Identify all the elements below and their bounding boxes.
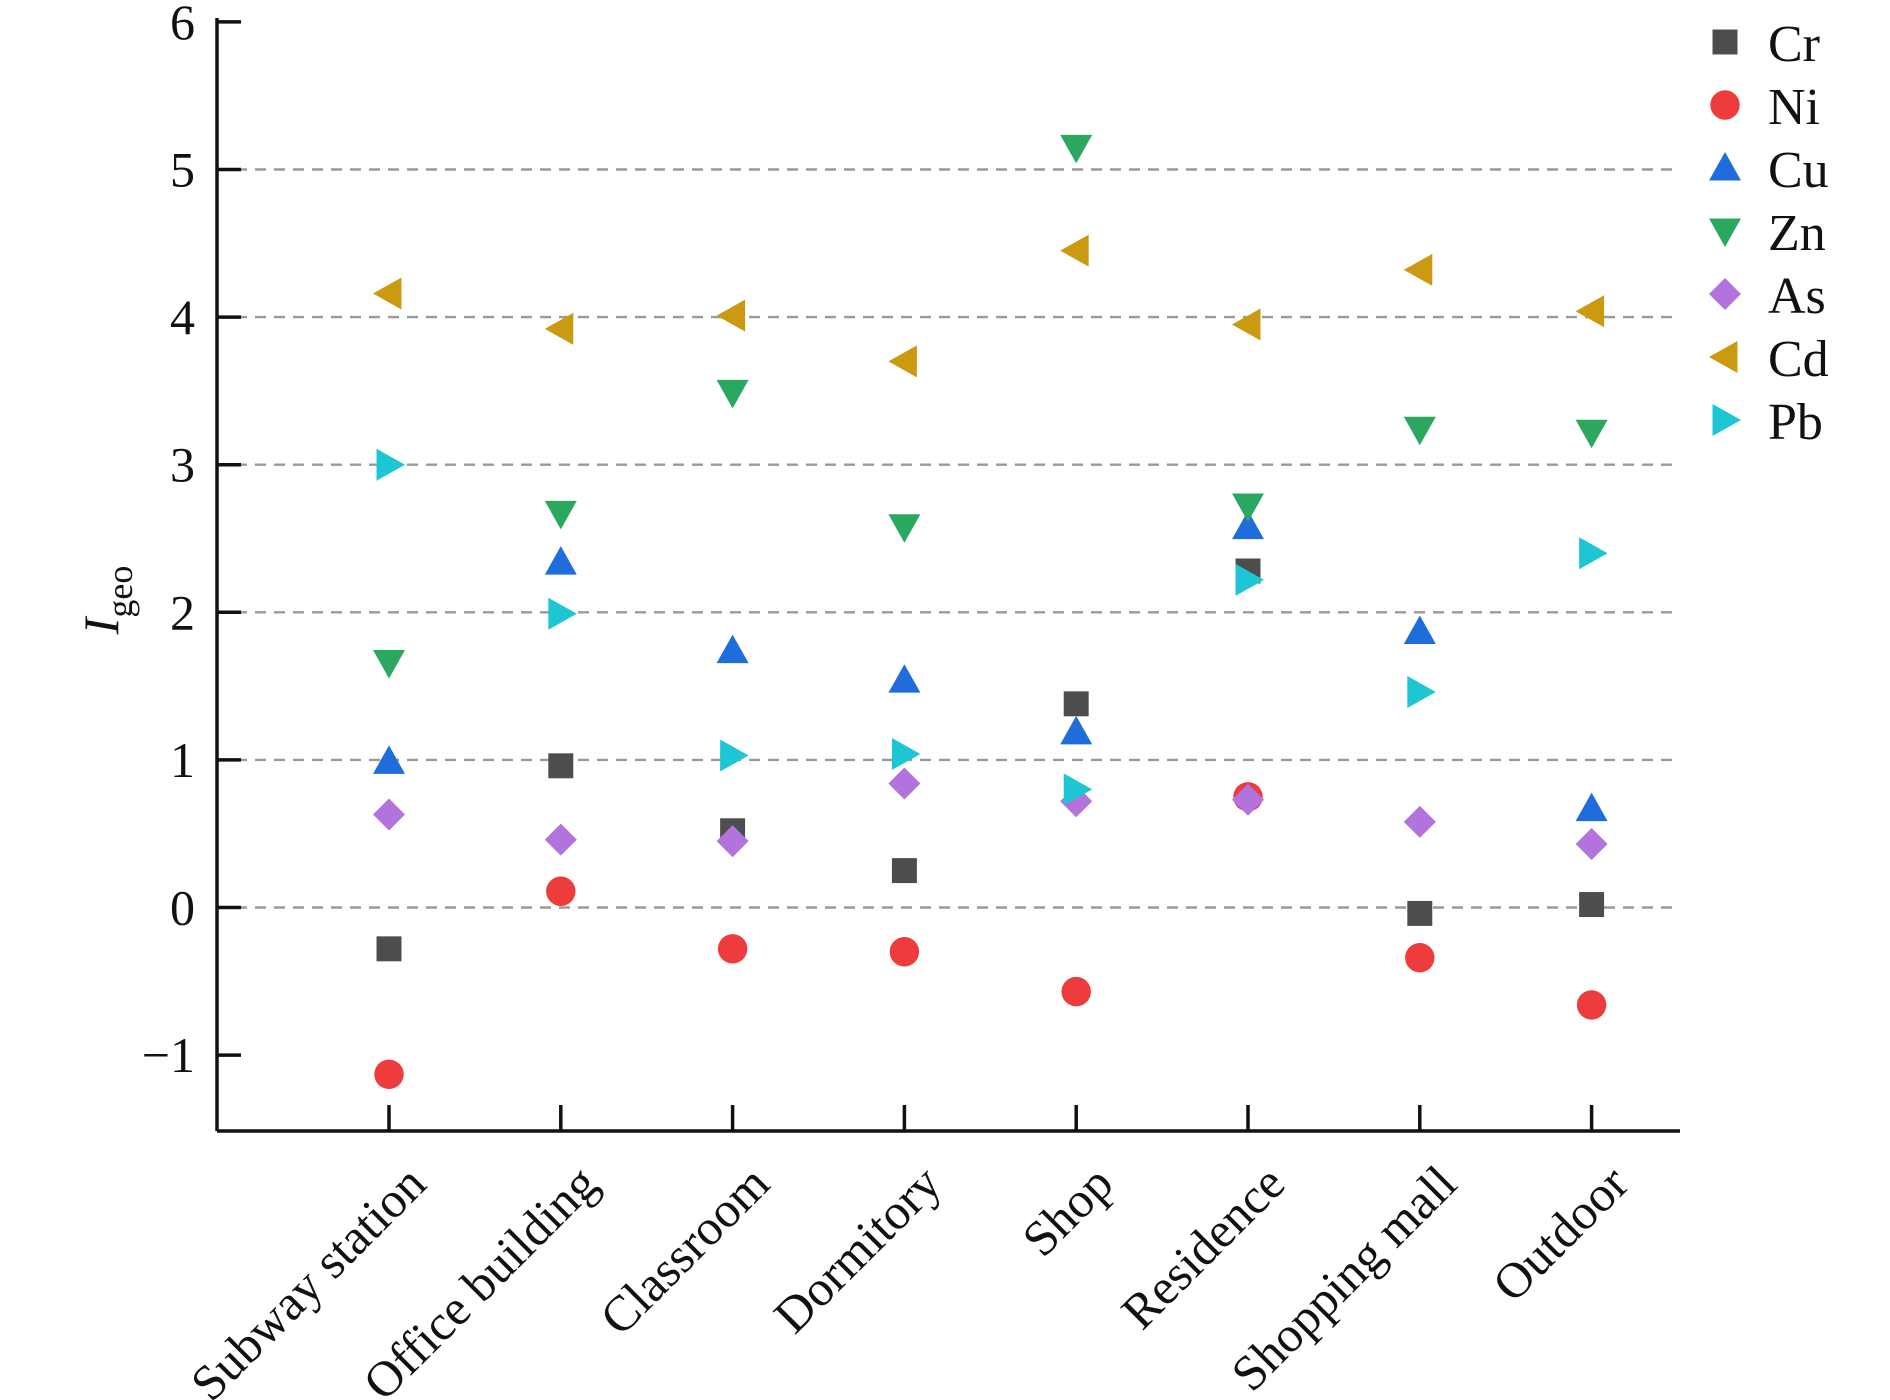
y-tick-label: 5 (170, 142, 195, 198)
data-point-as (888, 767, 921, 800)
data-point-cd (1060, 234, 1089, 267)
legend-label-zn: Zn (1768, 205, 1826, 262)
series-zn (373, 134, 1608, 679)
y-axis-ticks: −1 0 1 2 3 4 5 6 (142, 0, 241, 1083)
grid-lines (217, 168, 1680, 909)
y-axis-label: Igeo (73, 566, 140, 636)
data-point-pb (720, 739, 749, 772)
data-point-cu (888, 664, 921, 693)
legend-marker-pb (1712, 404, 1741, 436)
data-point-cu (1232, 510, 1264, 540)
legend-marker-ni (1710, 90, 1740, 120)
data-point-ni (374, 1059, 404, 1090)
data-point-pb (376, 448, 405, 481)
data-point-cu (1403, 615, 1436, 644)
data-point-ni (889, 937, 920, 967)
legend-label-cr: Cr (1768, 16, 1820, 73)
data-point-cr (1407, 900, 1433, 926)
legend-label-cu: Cu (1768, 142, 1829, 199)
legend-label-pb: Pb (1768, 394, 1823, 451)
data-point-as (1575, 828, 1608, 861)
data-point-cu (716, 634, 749, 664)
data-point-cr (891, 858, 917, 884)
data-point-cr (548, 753, 574, 779)
data-point-zn (1575, 419, 1608, 449)
data-point-cd (544, 312, 574, 345)
data-point-zn (1232, 493, 1264, 523)
data-point-pb (548, 597, 577, 630)
axes (215, 18, 1680, 1133)
data-point-cd (716, 299, 746, 332)
x-tick-label: Classroom (589, 1155, 780, 1346)
series-cu (373, 510, 1608, 822)
x-tick-label: Residence (1110, 1155, 1295, 1340)
data-point-cd (1575, 295, 1605, 328)
legend-marker-cr (1712, 29, 1738, 55)
series-cd (373, 234, 1605, 378)
data-point-cr (376, 936, 402, 962)
data-point-cd (1403, 253, 1433, 286)
legend-label-as: As (1768, 268, 1826, 325)
legend-marker-as (1709, 278, 1741, 310)
data-point-cu (1060, 715, 1093, 745)
data-point-as (716, 825, 749, 858)
data-point-as (1232, 783, 1264, 816)
data-point-ni (1405, 942, 1435, 973)
data-point-pb (891, 737, 921, 770)
data-point-zn (544, 500, 577, 530)
data-point-cu (373, 745, 405, 774)
series-as (373, 767, 1608, 861)
data-point-zn (1403, 416, 1436, 446)
y-tick-label: 3 (170, 437, 195, 493)
legend-label-cd: Cd (1768, 331, 1829, 388)
y-axis-label-main: I (73, 615, 129, 635)
legend-marker-cu (1709, 152, 1741, 181)
data-point-zn (888, 514, 921, 543)
data-point-ni (546, 876, 576, 906)
data-point-cu (1575, 792, 1608, 822)
x-tick-label: Shop (1011, 1155, 1123, 1267)
data-point-zn (1060, 134, 1093, 164)
y-tick-label: 6 (170, 0, 195, 50)
data-point-zn (373, 650, 405, 679)
data-point-pb (1235, 563, 1264, 596)
data-point-ni (717, 934, 748, 964)
data-point-cr (1579, 892, 1605, 918)
y-tick-label: 0 (170, 880, 195, 936)
data-point-pb (1579, 537, 1608, 570)
x-tick-label: Outdoor (1481, 1154, 1639, 1312)
data-point-cd (888, 345, 917, 378)
data-point-cd (1232, 308, 1261, 341)
y-tick-label: 1 (170, 732, 195, 788)
y-axis-label-sub: geo (100, 566, 140, 618)
series-pb (376, 448, 1608, 806)
data-point-as (373, 798, 405, 831)
legend-label-ni: Ni (1768, 79, 1820, 136)
data-points (373, 134, 1608, 1090)
x-tick-label: Dormitory (763, 1155, 952, 1344)
data-point-pb (1407, 676, 1436, 709)
y-tick-label: 2 (170, 584, 195, 640)
data-point-as (1403, 805, 1436, 838)
legend-marker-cd (1709, 341, 1738, 373)
data-point-pb (1063, 773, 1093, 806)
data-point-cr (1063, 691, 1089, 717)
legend-marker-zn (1709, 218, 1741, 247)
y-tick-label: 4 (170, 289, 195, 345)
data-point-ni (1061, 976, 1091, 1007)
data-point-cd (373, 277, 402, 310)
data-point-ni (1576, 990, 1607, 1020)
data-point-zn (716, 379, 749, 409)
y-tick-label: −1 (142, 1027, 195, 1083)
data-point-as (544, 823, 577, 856)
legend: Cr Ni Cu Zn As Cd Pb (1709, 16, 1829, 451)
data-point-cu (544, 546, 577, 575)
